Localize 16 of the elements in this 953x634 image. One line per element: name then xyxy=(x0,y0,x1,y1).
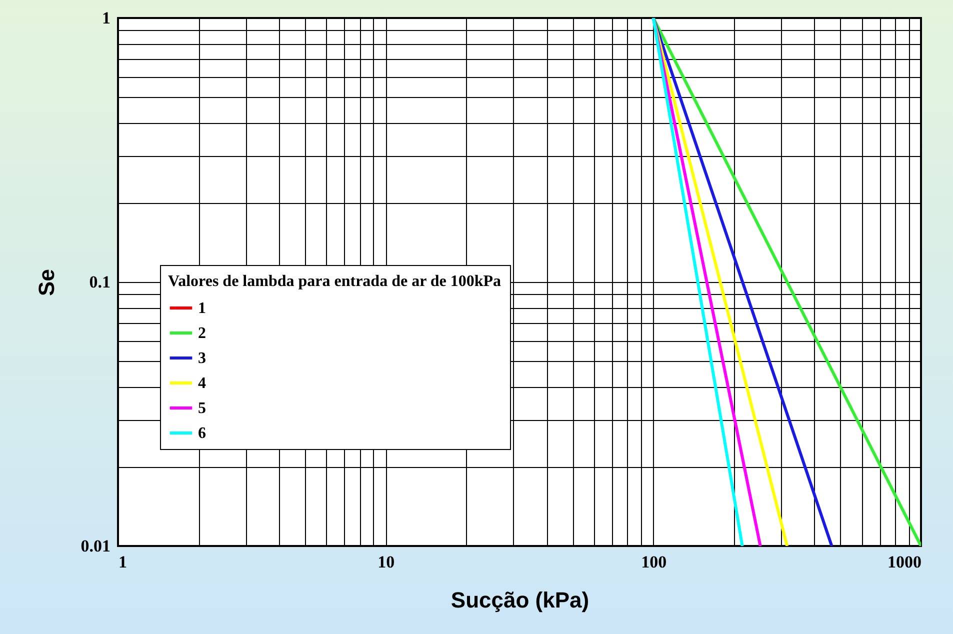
legend-label: 3 xyxy=(198,350,206,367)
legend-title: Valores de lambda para entrada de ar de 100kPa xyxy=(168,273,502,290)
x-tick-label: 100 xyxy=(641,552,667,572)
legend-label: 6 xyxy=(198,425,206,442)
x-tick-label: 1 xyxy=(118,552,127,572)
legend-label: 5 xyxy=(198,400,206,417)
y-tick-label: 0.01 xyxy=(80,536,110,556)
x-tick-label: 1000 xyxy=(888,552,922,572)
legend-label: 2 xyxy=(198,325,206,342)
y-axis-title: Se xyxy=(34,269,59,296)
legend-label: 1 xyxy=(198,300,206,317)
x-tick-label: 10 xyxy=(378,552,395,572)
y-tick-label: 0.1 xyxy=(89,272,110,292)
y-tick-label: 1 xyxy=(102,8,110,28)
legend-label: 4 xyxy=(198,375,206,392)
x-axis-title: Sucção (kPa) xyxy=(450,588,590,612)
